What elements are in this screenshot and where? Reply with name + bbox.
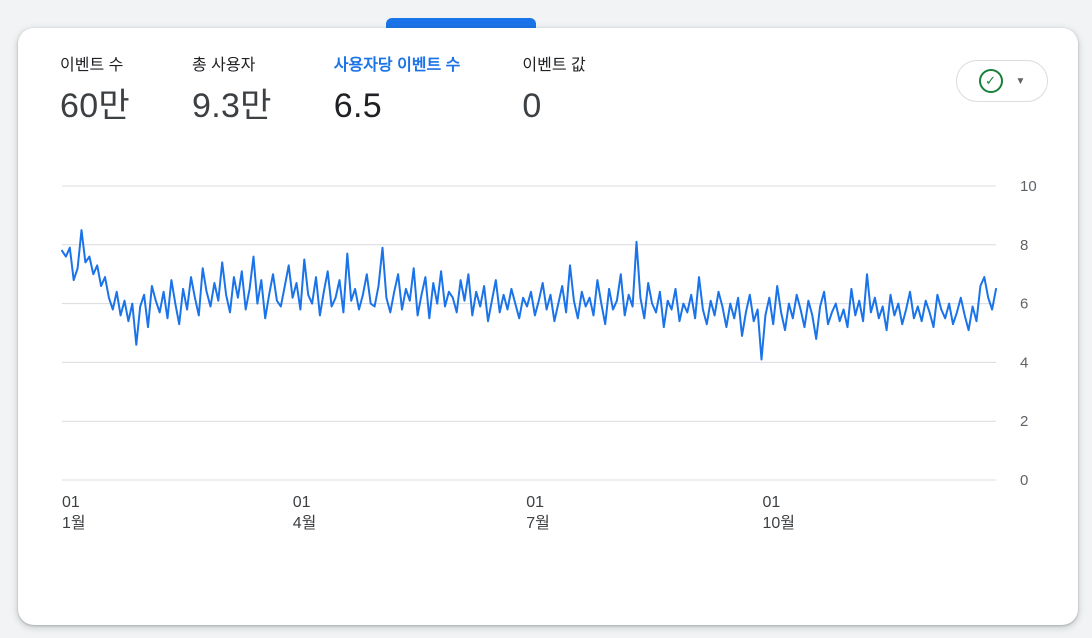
svg-text:7월: 7월 [526, 514, 550, 532]
metric-tab-events-per-user[interactable]: 사용자당 이벤트 수 6.5 [334, 56, 461, 126]
metric-value: 0 [522, 87, 542, 125]
svg-text:01: 01 [526, 494, 544, 511]
svg-text:01: 01 [763, 494, 781, 511]
metric-value: 6.5 [333, 87, 382, 125]
check-circle-icon: ✓ [978, 69, 1003, 93]
svg-text:2: 2 [1020, 413, 1028, 430]
caret-down-icon: ▼ [1015, 75, 1026, 87]
metric-label: 총 사용자 [192, 57, 256, 74]
metric-label: 이벤트 값 [522, 57, 586, 74]
svg-text:10월: 10월 [763, 514, 796, 532]
svg-text:0: 0 [1020, 472, 1028, 489]
svg-text:1월: 1월 [62, 514, 86, 532]
svg-text:4: 4 [1020, 354, 1028, 371]
svg-text:01: 01 [62, 494, 80, 511]
svg-text:8: 8 [1020, 237, 1028, 254]
metric-tab-total-users[interactable]: 총 사용자 9.3만 [192, 56, 272, 126]
metric-value: 60만 [60, 87, 130, 125]
metric-tabs: 이벤트 수 60만 총 사용자 9.3만 사용자당 이벤트 수 6.5 이벤트 … [60, 56, 586, 126]
line-chart-svg: 0 2 4 6 8 10 01 1월 01 4월 01 7월 01 10월 [61, 178, 1037, 532]
metric-tab-event-count[interactable]: 이벤트 수 60만 [60, 56, 130, 126]
metric-label: 이벤트 수 [60, 57, 124, 74]
svg-text:6: 6 [1020, 296, 1028, 313]
selected-tab-indicator[interactable] [386, 18, 536, 28]
line-chart: 0 2 4 6 8 10 01 1월 01 4월 01 7월 01 10월 [46, 168, 1058, 568]
metric-label: 사용자당 이벤트 수 [333, 57, 461, 74]
data-quality-dropdown-button[interactable]: ✓ ▼ [956, 60, 1048, 102]
svg-text:01: 01 [293, 494, 311, 511]
svg-text:4월: 4월 [293, 514, 317, 532]
metric-tab-event-value[interactable]: 이벤트 값 0 [522, 56, 585, 126]
analytics-card: 이벤트 수 60만 총 사용자 9.3만 사용자당 이벤트 수 6.5 이벤트 … [18, 28, 1078, 625]
svg-text:10: 10 [1020, 178, 1037, 195]
metric-value: 9.3만 [192, 87, 272, 125]
